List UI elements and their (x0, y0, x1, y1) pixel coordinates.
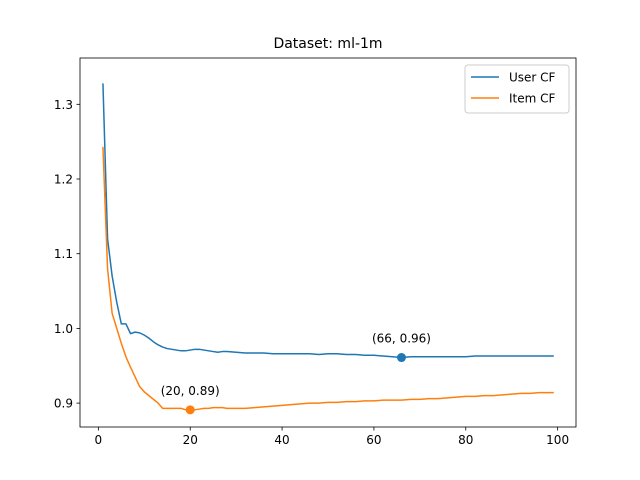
x-tick-label: 20 (183, 433, 198, 447)
y-tick-label: 1.2 (54, 173, 73, 187)
axes-layer: 0 20 40 60 80 100 0.9 1.0 1.1 1.2 1.3 (54, 57, 577, 447)
chart-title: Dataset: ml-1m (273, 36, 382, 52)
highlight-point-0 (396, 353, 406, 363)
y-tick-label: 1.0 (54, 322, 73, 336)
legend-label-1: Item CF (509, 92, 556, 106)
series-layer (102, 83, 554, 411)
y-tick-label: 1.1 (54, 247, 73, 261)
y-tick-label: 0.9 (54, 397, 73, 411)
plot-frame (79, 57, 577, 428)
x-tick-label: 40 (274, 433, 289, 447)
highlight-layer: (66, 0.96) (20, 0.89) (161, 332, 431, 415)
highlight-label-0: (66, 0.96) (372, 332, 431, 346)
x-tick-label: 60 (366, 433, 381, 447)
x-tick-label: 0 (95, 433, 103, 447)
series-line-item-cf (102, 146, 554, 411)
legend: User CF Item CF (464, 64, 570, 114)
series-line-user-cf (102, 83, 554, 359)
x-tick-label: 80 (458, 433, 473, 447)
x-tick-label: 100 (546, 433, 569, 447)
legend-label-0: User CF (509, 71, 556, 85)
highlight-label-1: (20, 0.89) (161, 384, 220, 398)
y-tick-label: 1.3 (54, 98, 73, 112)
highlight-point-1 (185, 405, 195, 415)
